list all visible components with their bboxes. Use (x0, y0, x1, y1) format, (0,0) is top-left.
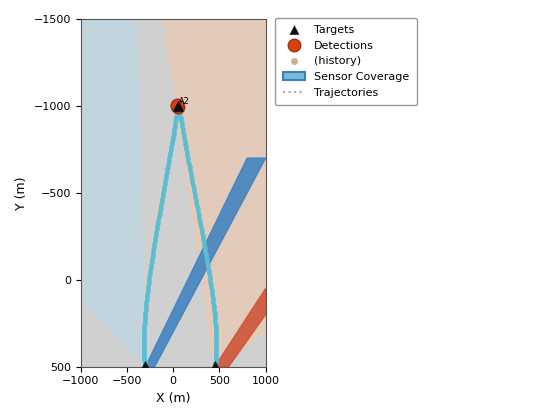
Polygon shape (146, 158, 265, 367)
Polygon shape (215, 289, 265, 367)
Y-axis label: Y (m): Y (m) (15, 176, 28, 210)
Polygon shape (81, 19, 146, 367)
Legend: Targets, Detections, (history), Sensor Coverage, Trajectories: Targets, Detections, (history), Sensor C… (275, 18, 417, 105)
X-axis label: X (m): X (m) (156, 392, 190, 405)
Polygon shape (164, 19, 265, 367)
Text: A2: A2 (179, 97, 190, 106)
